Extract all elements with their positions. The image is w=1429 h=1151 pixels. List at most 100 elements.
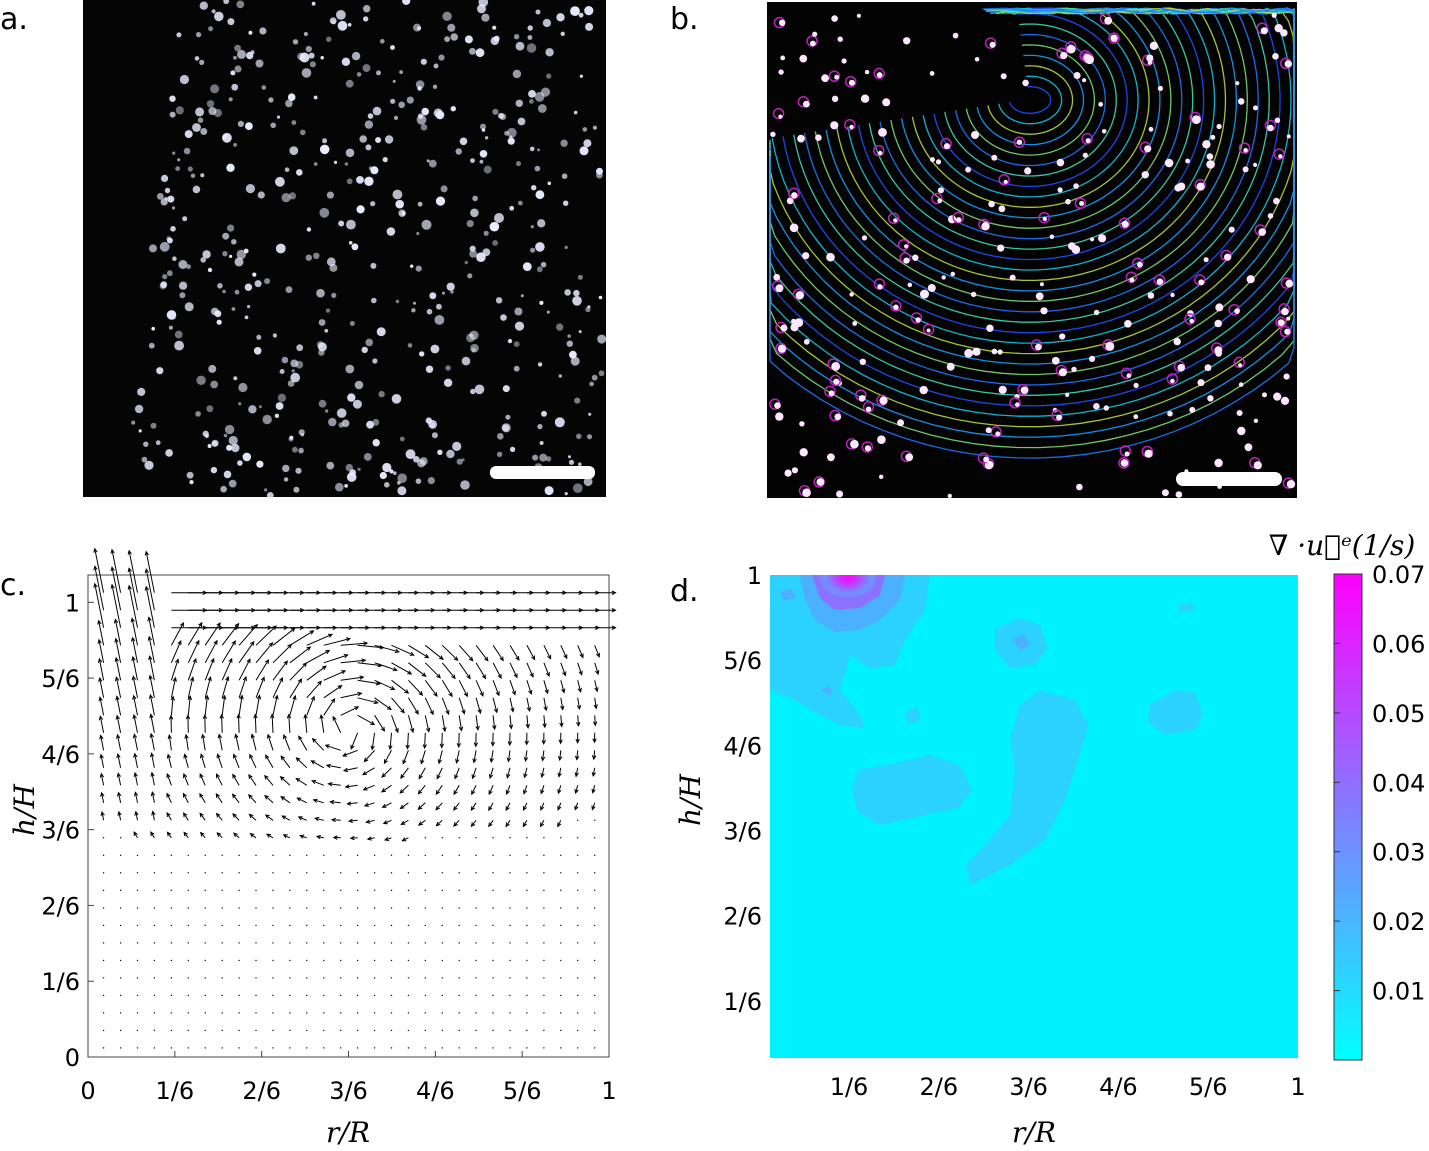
quiver-point <box>306 854 308 856</box>
quiver-arrowhead <box>192 657 197 663</box>
quiver-arrowhead <box>375 681 381 686</box>
quiver-arrow <box>238 676 247 698</box>
quiver-arrowhead <box>559 722 564 728</box>
quiver-arrow <box>424 680 438 697</box>
colorbar-tick-label: 0.03 <box>1372 839 1425 867</box>
quiver-arrow <box>315 817 324 821</box>
quiver-arrow <box>298 816 307 821</box>
panel-d-xtick-label: 4/6 <box>1099 1073 1138 1101</box>
quiver-point <box>475 1012 477 1014</box>
quiver-point <box>441 907 443 909</box>
quiver-point <box>424 994 426 997</box>
quiver-arrowhead <box>421 672 427 678</box>
quiver-point <box>356 959 359 962</box>
quiver-arrow <box>187 622 203 646</box>
quiver-arrowhead <box>591 755 597 761</box>
quiver-arrowhead <box>172 676 177 682</box>
quiver-arrowhead <box>418 774 423 780</box>
quiver-point <box>289 959 291 962</box>
quiver-arrowhead <box>201 733 206 739</box>
quiver-arrow <box>435 785 443 795</box>
quiver-arrowhead <box>148 674 153 680</box>
quiver-arrowhead <box>183 831 188 837</box>
quiver-arrow <box>492 680 500 696</box>
quiver-arrow <box>281 815 291 821</box>
quiver-arrow <box>204 640 218 664</box>
quiver-arrow <box>152 811 155 821</box>
quiver-arrowhead <box>350 744 355 750</box>
quiver-arrowhead <box>266 833 272 838</box>
quiver-point <box>323 889 325 891</box>
quiver-point <box>543 977 545 979</box>
quiver-arrow <box>255 642 273 664</box>
panel-c-ylabel: h/H <box>8 783 41 835</box>
quiver-point <box>323 1047 325 1049</box>
quiver-point <box>289 942 291 944</box>
quiver-arrow <box>283 734 291 751</box>
quiver-arrowhead <box>166 773 171 779</box>
quiver-arrow <box>280 796 291 804</box>
quiver-arrow <box>374 697 392 710</box>
quiver-point <box>390 872 393 874</box>
quiver-point <box>170 889 173 891</box>
quiver-point <box>255 1012 257 1014</box>
quiver-point <box>526 977 528 979</box>
quiver-arrow <box>221 714 223 733</box>
quiver-point <box>458 1047 460 1049</box>
quiver-arrowhead <box>435 790 441 796</box>
panel-label-b: b. <box>670 2 699 37</box>
quiver-point <box>577 942 579 944</box>
quiver-arrowhead <box>394 648 401 653</box>
quiver-arrow <box>323 654 348 664</box>
quiver-point <box>594 1047 596 1049</box>
quiver-point <box>492 889 494 891</box>
quiver-arrow <box>441 680 453 697</box>
quiver-arrow <box>542 750 545 761</box>
quiver-arrow <box>407 697 419 715</box>
quiver-point <box>509 872 511 874</box>
quiver-arrow <box>170 640 182 663</box>
quiver-point <box>390 942 393 944</box>
quiver-arrowhead <box>232 813 237 818</box>
quiver-point <box>340 977 342 979</box>
quiver-arrow <box>166 793 172 804</box>
quiver-arrowhead <box>98 676 103 683</box>
quiver-arrowhead <box>150 771 155 777</box>
quiver-point <box>543 907 545 909</box>
quiver-point <box>272 1012 274 1014</box>
quiver-arrowhead <box>576 704 582 711</box>
quiver-arrow <box>300 835 307 839</box>
quiver-arrow <box>255 695 260 716</box>
quiver-arrow <box>389 732 392 750</box>
quiver-arrowhead <box>183 773 188 779</box>
quiver-point <box>543 889 545 891</box>
quiver-arrowhead <box>382 820 388 825</box>
quiver-point <box>577 872 579 874</box>
quiver-arrowhead <box>281 815 287 820</box>
quiver-arrowhead <box>557 822 562 828</box>
quiver-arrow <box>523 802 528 811</box>
quiver-arrow <box>374 715 385 732</box>
quiver-point <box>102 1047 105 1049</box>
panel-d-ytick-label: 5/6 <box>723 647 762 675</box>
quiver-arrow <box>166 773 172 786</box>
quiver-arrow <box>441 732 443 748</box>
quiver-arrowhead <box>148 693 154 700</box>
quiver-arrowhead <box>426 727 431 733</box>
panel-c-xtick-label: 2/6 <box>242 1077 281 1105</box>
quiver-point <box>441 959 443 962</box>
quiver-arrow <box>363 784 375 791</box>
quiver-arrow <box>265 754 274 769</box>
quiver-point <box>577 907 579 909</box>
quiver-arrow <box>526 715 529 728</box>
quiver-arrowhead <box>177 639 182 646</box>
quiver-point <box>221 1029 223 1032</box>
quiver-arrowhead <box>182 812 188 818</box>
quiver-point <box>356 977 359 979</box>
quiver-arrowhead <box>471 774 476 780</box>
panel-d-contour-regions <box>770 575 1203 885</box>
quiver-point <box>221 977 223 979</box>
quiver-point <box>543 924 545 927</box>
quiver-point <box>255 942 257 944</box>
quiver-point <box>204 1029 206 1032</box>
